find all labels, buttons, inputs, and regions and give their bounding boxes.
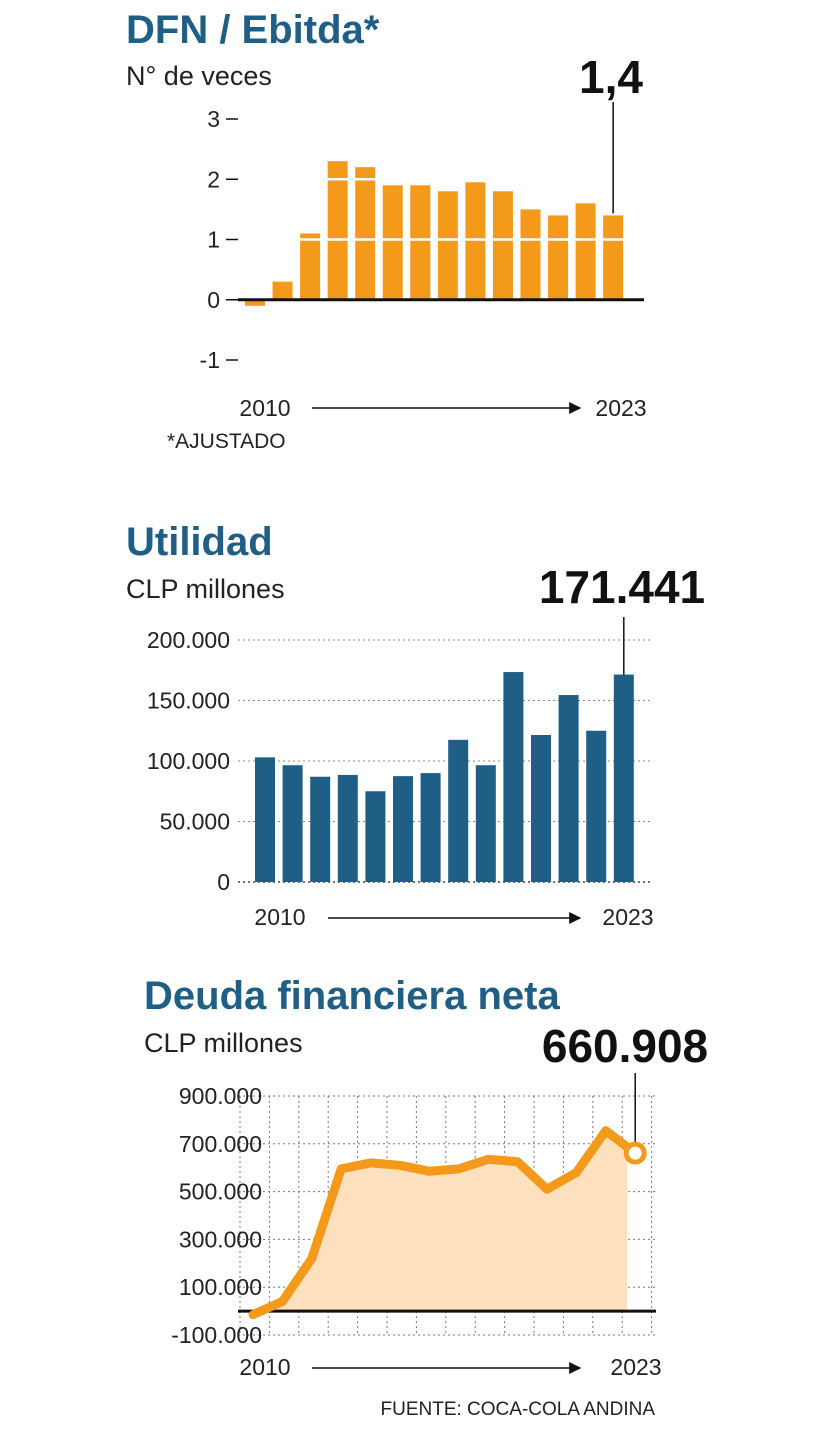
chart-title: Utilidad xyxy=(126,520,273,564)
bar xyxy=(300,233,321,300)
bar xyxy=(272,281,293,300)
y-axis: 3 2 1 0 -1 xyxy=(200,106,238,373)
source-credit: FUENTE: COCA-COLA ANDINA xyxy=(381,1399,656,1420)
start-year-label: 2010 xyxy=(239,1354,290,1380)
bar xyxy=(503,672,524,882)
y-tick-label: 1 xyxy=(207,227,220,253)
bar xyxy=(255,757,275,882)
end-year-label: 2023 xyxy=(595,395,646,421)
y-tick-label: 3 xyxy=(207,106,220,132)
end-year-label: 2023 xyxy=(602,904,653,930)
highlight-value: 171.441 xyxy=(539,561,705,613)
chart-deuda-financiera-neta: Deuda financiera neta CLP millones 660.9… xyxy=(144,974,708,1420)
chart-dfn-ebitda: DFN / Ebitda* N° de veces 1,4 3 2 1 0 -1 201… xyxy=(126,8,647,453)
chart-subtitle: CLP millones xyxy=(126,574,285,604)
grid-lines xyxy=(244,178,630,241)
bar xyxy=(548,215,569,300)
bar xyxy=(558,695,579,882)
chart-subtitle: CLP millones xyxy=(144,1028,303,1058)
bar xyxy=(475,765,496,882)
start-year-label: 2010 xyxy=(254,904,305,930)
chart-title: DFN / Ebitda* xyxy=(126,8,380,52)
end-year-label: 2023 xyxy=(610,1354,661,1380)
y-tick-label: 0 xyxy=(217,869,230,895)
bar xyxy=(382,185,403,300)
y-axis: 200.000 150.000 100.000 50.000 0 xyxy=(147,627,230,895)
bar xyxy=(437,191,458,300)
bar xyxy=(245,299,265,306)
bar xyxy=(465,182,486,300)
chart-title: Deuda financiera neta xyxy=(144,974,560,1018)
bars xyxy=(255,672,634,882)
adjusted-note: *AJUSTADO xyxy=(167,430,286,453)
grid-lines xyxy=(238,639,650,883)
y-tick-label: 900.000 xyxy=(179,1083,262,1109)
bars xyxy=(245,161,624,306)
y-axis: 900.000 700.000 500.000 300.000 100.000 -100.… xyxy=(171,1083,262,1348)
y-tick-label: 100.000 xyxy=(179,1274,262,1300)
y-tick-label: 200.000 xyxy=(147,627,230,653)
y-tick-label: 0 xyxy=(207,287,220,313)
bar xyxy=(613,674,634,882)
bar xyxy=(575,203,596,300)
chart-subtitle: N° de veces xyxy=(126,61,272,91)
bar xyxy=(393,776,413,882)
series-line xyxy=(248,1126,640,1320)
bar xyxy=(492,191,513,300)
area-fill xyxy=(253,1130,636,1312)
bar xyxy=(420,773,441,882)
highlight-value: 660.908 xyxy=(542,1020,708,1072)
y-tick-label: -1 xyxy=(200,347,220,373)
y-tick-label: 150.000 xyxy=(147,688,230,714)
bar xyxy=(448,739,469,882)
bar xyxy=(282,765,303,882)
y-tick-label: 500.000 xyxy=(179,1179,262,1205)
y-tick-label: 2 xyxy=(207,166,220,192)
y-tick-label: 50.000 xyxy=(160,809,230,835)
y-tick-label: -100.000 xyxy=(171,1322,262,1348)
bar xyxy=(327,161,348,300)
endpoint-marker xyxy=(623,1141,647,1165)
bar xyxy=(355,167,376,300)
bar xyxy=(365,791,386,882)
start-year-label: 2010 xyxy=(239,395,290,421)
y-tick-label: 700.000 xyxy=(179,1131,262,1157)
bar xyxy=(520,209,541,300)
bar xyxy=(310,776,331,882)
highlight-value: 1,4 xyxy=(579,51,643,103)
bar xyxy=(586,730,607,882)
y-tick-label: 100.000 xyxy=(147,748,230,774)
bar xyxy=(603,215,624,300)
bar xyxy=(410,185,431,300)
chart-utilidad: Utilidad CLP millones 171.441 200.000 150… xyxy=(126,520,705,930)
bar xyxy=(531,734,551,882)
bar xyxy=(337,774,358,882)
y-tick-label: 300.000 xyxy=(179,1226,262,1252)
